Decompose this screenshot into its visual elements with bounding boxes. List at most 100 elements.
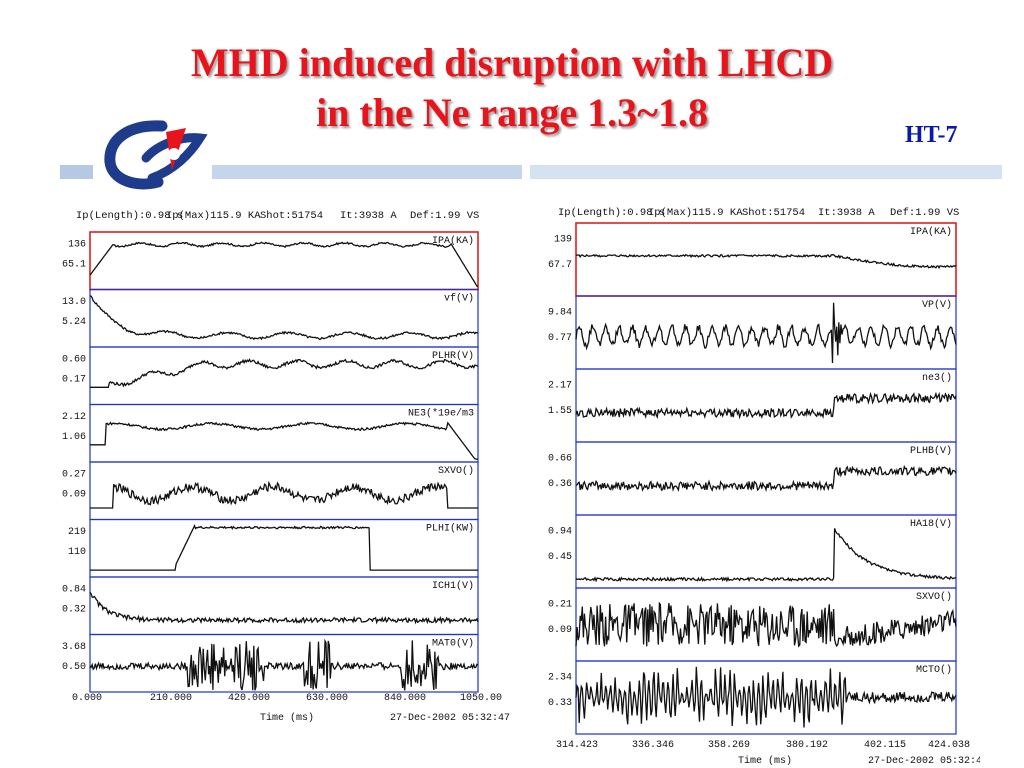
right-channel-frame	[575, 295, 957, 370]
right-channel-row: VP(V) 9.84 0.77	[548, 295, 957, 370]
left-channel-row: PLHR(V) 0.60 0.17	[62, 346, 479, 406]
left-channel-max: 2.12	[62, 412, 86, 423]
left-channel-trace	[90, 295, 479, 341]
right-channel-trace	[575, 464, 957, 493]
left-channel-trace	[90, 480, 478, 509]
right-channel-label: VP(V)	[922, 299, 952, 311]
right-channel-max: 0.21	[548, 599, 572, 610]
left-channel-label: PLHI(KW)	[426, 523, 474, 535]
left-channel-max: 13.0	[62, 297, 86, 308]
left-channel-label: NE3(*19e/m3	[408, 408, 474, 420]
right-header-shot: Shot:51754	[742, 207, 805, 219]
right-channel-max: 139	[554, 234, 572, 245]
left-channel-frame	[89, 346, 479, 406]
left-header-it: It:3938 A	[340, 210, 397, 222]
right-channel-label: ne3()	[922, 372, 952, 384]
right-channel-min: -0.33	[548, 698, 572, 709]
decorative-band-left	[60, 165, 93, 179]
right-channel-max: 2.17	[548, 380, 572, 391]
left-channel-min: 1.06	[62, 432, 86, 443]
slide-title-line-2: in the Ne range 1.3~1.8	[316, 90, 708, 135]
left-channel-max: 219	[68, 527, 86, 538]
right-channel-max: 0.94	[548, 526, 572, 537]
right-channel-row: SXVO() 0.21 0.09	[548, 587, 957, 662]
right-channel-label: PLHB(V)	[910, 445, 952, 457]
right-channel-label: SXVO()	[916, 591, 952, 603]
left-channel-label: MAT0(V)	[432, 638, 474, 650]
right-channel-row: IPA(KA) 139 67.7	[548, 222, 957, 297]
right-channel-trace	[575, 666, 957, 728]
right-channel-min: 0.36	[548, 479, 572, 490]
left-header-ip-length: Ip(Length):0.98 s	[76, 210, 183, 222]
right-channel-row: HA18(V) 0.94 0.45	[548, 514, 957, 589]
left-header-def: Def:1.99 VS	[410, 210, 479, 222]
right-channel-label: MCTO()	[916, 664, 952, 676]
left-signal-plot: Ip(Length):0.98 s Ip(Max)115.9 KA Shot:5…	[62, 210, 510, 724]
left-channel-min: 0.50	[62, 662, 86, 673]
right-channel-trace	[575, 528, 957, 583]
left-channel-trace	[89, 241, 479, 288]
right-signal-plot: Ip(Length):0.98 s Ip(Max)115.9 KA Shot:5…	[548, 207, 980, 767]
left-header-ip-max: Ip(Max)115.9 KA	[166, 210, 261, 222]
left-channel-row: vf(V) 13.0 5.24	[62, 288, 479, 348]
right-channel-trace	[575, 601, 957, 648]
left-x-tick-1: 210.000	[150, 693, 192, 704]
left-channel-label: SXVO()	[438, 465, 474, 477]
left-x-label: Time (ms)	[260, 712, 314, 724]
decorative-band-middle	[212, 165, 522, 179]
right-header-ip-max: Ip(Max)115.9 KA	[648, 207, 743, 219]
left-channel-row: IPA(KA) 136 65.1	[62, 231, 479, 291]
slide-title-line-1: MHD induced disruption with LHCD	[190, 40, 834, 85]
left-channel-trace	[90, 421, 478, 460]
right-channel-frame	[575, 441, 957, 516]
right-channel-min: 0.77	[548, 333, 572, 344]
right-x-tick-0: 314.423	[556, 740, 598, 751]
right-x-tick-1: 336.346	[632, 740, 674, 751]
right-channel-frame	[575, 222, 957, 297]
left-channel-max: 0.27	[62, 469, 86, 480]
right-channel-min: 1.55	[548, 406, 572, 417]
left-x-tick-4: 840.000	[384, 693, 426, 704]
right-channel-row: MCTO() 2.34 -0.33	[548, 660, 957, 735]
left-channel-label: IPA(KA)	[432, 235, 474, 247]
left-channel-min: 0.17	[62, 375, 86, 386]
left-channel-min: 0.32	[62, 605, 86, 616]
right-channel-min: 0.09	[548, 625, 572, 636]
left-channel-label: PLHR(V)	[432, 350, 474, 362]
left-channel-max: 0.84	[62, 584, 86, 595]
right-channel-trace	[575, 302, 957, 364]
right-x-tick-2: 358.269	[708, 740, 750, 751]
left-channel-trace	[90, 358, 479, 388]
left-channel-frame	[89, 288, 479, 348]
right-header-def: Def:1.99 VS	[890, 207, 959, 219]
right-channel-max: 9.84	[548, 307, 572, 318]
right-x-tick-3: 380.192	[786, 740, 828, 751]
right-channel-frame	[575, 514, 957, 589]
right-channel-max: 2.34	[548, 672, 572, 683]
left-timestamp: 27-Dec-2002 05:32:47	[390, 713, 510, 724]
right-timestamp: 27-Dec-2002 05:32:47	[868, 756, 980, 767]
left-channel-frame	[89, 633, 479, 693]
left-channel-row: ICH1(V) 0.84 0.32	[62, 576, 479, 636]
right-channel-min: 0.45	[548, 552, 572, 563]
right-channel-trace	[575, 253, 957, 270]
left-channel-min: 0.09	[62, 490, 86, 501]
left-x-tick-0: 0.000	[72, 693, 102, 704]
device-tag: HT-7	[905, 122, 958, 148]
left-channel-frame	[89, 576, 479, 636]
right-channel-row: ne3() 2.17 1.55	[548, 368, 957, 443]
left-channel-min: 65.1	[62, 260, 86, 271]
left-channel-trace	[89, 591, 479, 625]
right-channel-label: HA18(V)	[910, 518, 952, 530]
left-channel-frame	[89, 231, 479, 291]
right-channel-frame	[575, 368, 957, 443]
right-channel-min: 67.7	[548, 260, 572, 271]
left-channel-max: 3.68	[62, 642, 86, 653]
right-channel-label: IPA(KA)	[910, 226, 952, 238]
right-channel-max: 0.66	[548, 453, 572, 464]
left-channel-min: 110	[68, 547, 86, 558]
right-header-it: It:3938 A	[818, 207, 875, 219]
left-x-tick-2: 420.000	[228, 693, 270, 704]
left-channel-trace	[90, 524, 478, 571]
left-channel-min: 5.24	[62, 317, 86, 328]
